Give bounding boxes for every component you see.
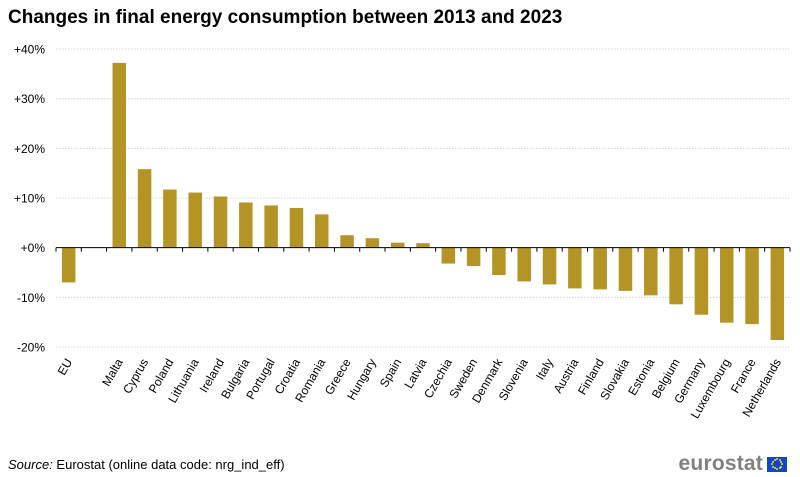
- y-tick-label: +10%: [14, 192, 45, 206]
- bar-portugal: [264, 205, 278, 248]
- bar-netherlands: [770, 247, 785, 341]
- bar-spain: [390, 242, 405, 248]
- bar-sweden: [466, 247, 481, 267]
- bar-italy: [542, 247, 557, 285]
- y-tick-label: +40%: [14, 43, 45, 57]
- bar-lithuania: [188, 192, 202, 248]
- flag-star: [778, 467, 781, 470]
- bar-finland: [593, 247, 607, 290]
- logo-text: eurostat: [678, 452, 763, 475]
- bar-belgium: [669, 247, 683, 305]
- bar-cyprus: [137, 169, 152, 248]
- bar-slovenia: [517, 247, 531, 282]
- y-tick-label: -10%: [17, 291, 45, 305]
- flag-star: [773, 458, 776, 461]
- x-tick-label: Spain: [377, 356, 404, 390]
- eu-flag-icon: [767, 456, 787, 472]
- bar-eu: [61, 247, 76, 283]
- bar-poland: [163, 189, 177, 248]
- y-tick-label: +20%: [14, 142, 45, 156]
- x-tick-label: Malta: [99, 356, 126, 389]
- bar-chart: +40%+30%+20%+10%+0%-10%-20%EU MaltaCyprus…: [14, 43, 791, 421]
- flag-star: [780, 460, 783, 463]
- flag-star: [776, 468, 778, 470]
- bar-bulgaria: [239, 202, 253, 248]
- source-note: Source: Eurostat (online data code: nrg_…: [8, 457, 285, 472]
- y-tick-label: -20%: [17, 341, 45, 355]
- bar-denmark: [492, 247, 506, 275]
- flag-star: [780, 465, 783, 468]
- flag-star: [781, 463, 783, 465]
- bar-hungary: [365, 238, 380, 248]
- source-label: Source:: [8, 457, 53, 472]
- bar-greece: [340, 235, 354, 248]
- chart-title: Changes in final energy consumption betw…: [8, 7, 563, 28]
- flag-star: [776, 458, 778, 460]
- bar-malta: [112, 62, 127, 248]
- bar-latvia: [416, 243, 430, 248]
- bar-estonia: [644, 247, 658, 296]
- flag-star: [778, 458, 781, 461]
- bar-czechia: [441, 247, 456, 264]
- bar-slovakia: [618, 247, 633, 291]
- bar-france: [745, 247, 759, 325]
- x-tick-label: EU: [55, 356, 75, 377]
- bar-ireland: [213, 196, 228, 248]
- eurostat-logo: eurostat: [679, 452, 787, 476]
- bar-croatia: [289, 207, 304, 248]
- source-text: Eurostat (online data code: nrg_ind_eff): [52, 457, 285, 472]
- flag-star: [771, 463, 773, 465]
- bar-germany: [694, 247, 709, 315]
- y-tick-label: +30%: [14, 92, 45, 106]
- bar-austria: [568, 247, 582, 289]
- flag-star: [771, 465, 774, 468]
- bar-luxembourg: [719, 247, 734, 323]
- flag-star: [773, 467, 776, 470]
- x-tick-label: Italy: [533, 356, 556, 382]
- flag-star: [771, 460, 774, 463]
- y-tick-label: +0%: [21, 241, 46, 255]
- bar-romania: [315, 214, 329, 248]
